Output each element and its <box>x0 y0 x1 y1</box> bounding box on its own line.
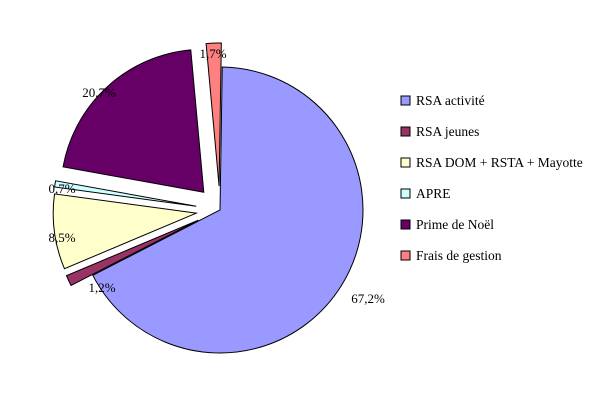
legend-label-1: RSA activité <box>416 93 485 108</box>
legend-swatch-4 <box>400 188 411 199</box>
pie-percent-label-6: 1,7% <box>199 46 226 61</box>
pie-percent-labels: 67,2% 1,2% 8,5% 0,7% 20,7% 1,7% <box>48 46 385 306</box>
pie-slice-1 <box>92 66 364 354</box>
legend-label-5: Prime de Noël <box>416 217 494 232</box>
legend-swatch-1 <box>400 95 411 106</box>
pie-slice-3 <box>52 193 199 270</box>
pie-percent-label-1: 67,2% <box>351 291 385 306</box>
legend-label-4: APRE <box>416 186 451 201</box>
legend-label-3: RSA DOM + RSTA + Mayotte <box>416 155 583 170</box>
pie-percent-label-2: 1,2% <box>88 280 115 295</box>
legend-swatch-6 <box>400 250 411 261</box>
legend-swatch-5 <box>400 219 411 230</box>
pie-slice-2 <box>65 219 199 287</box>
pie-slice-5 <box>62 49 205 193</box>
pie-slice-4 <box>54 180 197 207</box>
pie-percent-label-3: 8,5% <box>48 230 75 245</box>
pie-percent-label-4: 0,7% <box>48 181 75 196</box>
legend-swatch-3 <box>400 157 411 168</box>
legend-label-6: Frais de gestion <box>416 248 502 263</box>
pie-percent-label-5: 20,7% <box>82 85 116 100</box>
pie-slices <box>52 42 364 354</box>
pie-slice-6 <box>205 42 222 187</box>
legend-swatch-2 <box>400 126 411 137</box>
legend-label-2: RSA jeunes <box>416 124 479 139</box>
legend: RSA activité RSA jeunes RSA DOM + RSTA + M… <box>400 93 583 263</box>
